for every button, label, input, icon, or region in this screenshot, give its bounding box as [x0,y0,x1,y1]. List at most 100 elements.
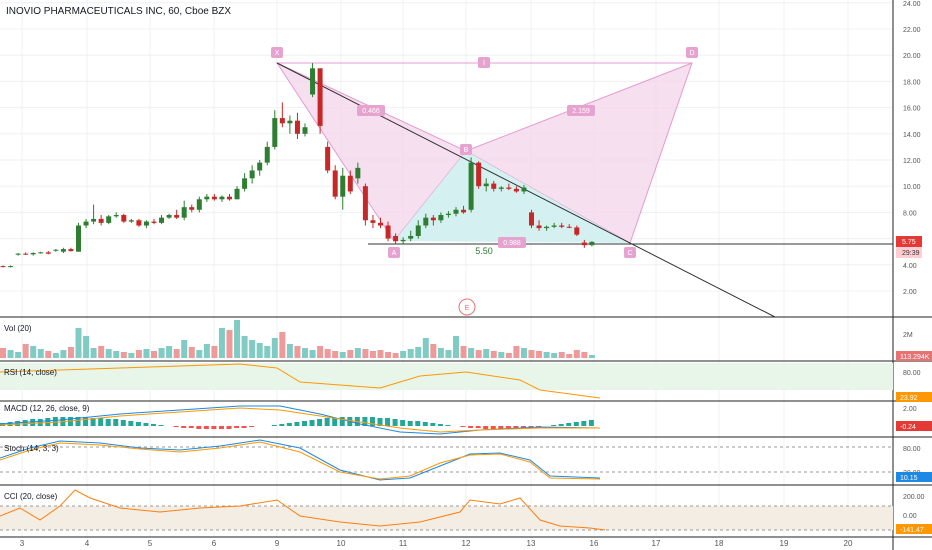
macd-histogram-bar [188,426,194,428]
volume-bar [332,351,339,358]
chart-title: INOVIO PHARMACEUTICALS INC, 60, Cboe BZX [6,6,232,17]
macd-histogram-bar [369,417,375,426]
macd-histogram-bar [279,424,285,426]
candle-body [408,235,414,239]
volume-bar [400,351,407,358]
badge-a-label: A [392,250,397,257]
candle-body [76,225,81,252]
macd-histogram-bar [203,426,209,429]
badge-i-label: I [483,60,485,67]
time-axis-label: 12 [462,539,471,548]
candle-body [143,221,149,226]
candle-body [370,220,376,223]
volume-bar [339,352,346,358]
candle-body [513,188,519,192]
macd-histogram-bar [113,419,119,426]
candle-body [566,226,572,228]
macd-histogram-bar [135,422,141,426]
time-axis-label: 9 [275,539,280,548]
volume-bar [67,347,74,358]
candle-body [378,222,383,226]
macd-histogram-bar [218,426,224,429]
volume-bar [581,352,588,358]
candle-body [204,196,210,200]
badge-c-label: C [627,250,632,257]
candle-body [121,215,127,222]
volume-bar [566,354,573,358]
time-axis-label: 4 [85,539,90,548]
candle-body [196,199,202,210]
candle-body [98,218,104,223]
volume-bar [460,346,467,358]
pane-value-label: 10.15 [900,475,918,482]
candle-body [38,252,44,254]
candle-body [128,220,134,222]
candle-body [498,187,504,189]
badge-b-label: B [464,147,469,154]
volume-bar [181,340,188,358]
last-price-label: 5.75 [902,239,916,246]
macd-histogram-bar [400,420,406,426]
volume-bar [558,352,565,358]
candle-body [310,68,316,95]
candle-body [83,221,89,226]
volume-bar [256,343,263,358]
badge-x [271,47,283,58]
pane-value-label: 23.92 [900,395,918,402]
volume-bar [249,340,256,358]
pane-axis-label: 80.00 [903,446,921,453]
cci-band [0,506,893,530]
macd-histogram-bar [558,424,564,426]
macd-histogram-bar [332,418,338,426]
volume-bar [392,353,399,358]
candle-body [589,241,595,246]
candle-body [325,146,331,171]
macd-histogram-bar [566,423,572,426]
candle-body [574,227,580,235]
candle-body [340,175,346,197]
macd-histogram-bar [241,426,247,428]
volume-bar [498,352,505,358]
macd-histogram-bar [392,419,398,426]
badge-x-label: X [275,50,280,57]
candle-body [219,196,225,200]
macd-histogram-bar [324,418,330,426]
volume-bar [203,344,210,358]
macd-histogram-bar [422,422,428,426]
volume-bar [196,350,203,358]
macd-histogram-bar [513,426,519,429]
volume-bar [211,346,218,358]
volume-bar [317,346,324,358]
pane-value-badge [896,472,932,482]
volume-bar [241,336,248,358]
candle-body [491,183,497,189]
ratio-xab-label: 0.466 [362,108,380,115]
price-tick-label: 10.00 [903,184,921,191]
candle-body [257,162,263,171]
volume-bar [128,353,135,358]
candle-body [45,252,51,254]
ratio-bcd-label: 2.159 [572,108,590,115]
volume-bar [422,338,429,358]
time-axis-label: 6 [212,539,217,548]
volume-bar [369,351,376,358]
macd-histogram-bar [45,418,51,426]
ratio-abc [498,237,526,248]
price-tick-label: 4.00 [903,263,917,270]
macd-histogram-bar [75,417,81,426]
candle-body [483,183,489,187]
candle-body [53,249,59,251]
candle-body [8,266,14,268]
volume-bar [324,349,331,358]
price-tick-label: 14.00 [903,132,921,139]
candle-body [242,178,248,189]
macd-signal-line [0,407,600,433]
volume-bar [0,348,6,358]
volume-bar [490,351,497,358]
candle-body [15,253,21,255]
candle-body [551,225,557,227]
candle-body [23,253,29,255]
volume-bar [430,344,437,358]
pane-label: CCI (20, close) [4,492,58,501]
